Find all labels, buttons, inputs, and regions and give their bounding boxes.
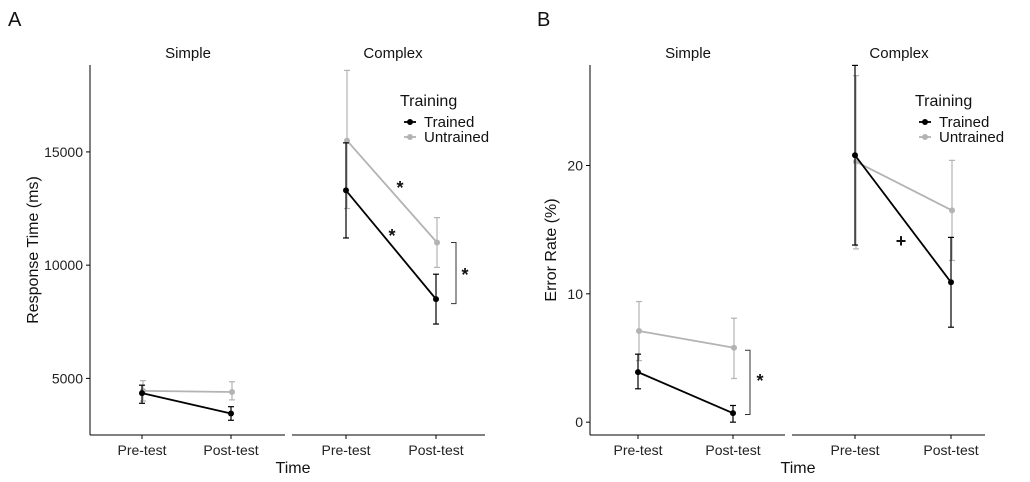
data-point xyxy=(636,328,642,335)
x-tick-label: Pre-test xyxy=(321,442,370,458)
data-point xyxy=(635,369,641,376)
legend-key-point xyxy=(922,119,928,125)
facet-simple: Simple Pre-test Post-test xyxy=(90,45,285,458)
data-point xyxy=(344,137,350,144)
y-axis-title: Error Rate (%) xyxy=(543,198,560,301)
x-tick-label: Pre-test xyxy=(117,442,166,458)
y-tick-label: 15000 xyxy=(44,144,83,160)
series-trained xyxy=(343,142,439,325)
facet-title: Complex xyxy=(869,45,929,62)
series-line xyxy=(142,389,233,393)
legend-key-point xyxy=(407,119,413,125)
facet-complex: Complex Pre-test Post-test + Training Trained… xyxy=(792,45,1004,458)
x-tick-label: Pre-test xyxy=(613,442,662,458)
x-tick-label: Post-test xyxy=(408,442,463,458)
x-axis-title: Time xyxy=(276,460,311,477)
series-untrained xyxy=(344,69,440,269)
y-axis-title: Response Time (ms) xyxy=(25,176,42,324)
series-trained xyxy=(139,384,234,421)
series-trained xyxy=(852,64,954,328)
significance-bracket xyxy=(451,242,457,305)
x-tick-label: Post-test xyxy=(923,442,978,458)
data-point xyxy=(434,239,440,246)
legend-key-point xyxy=(407,134,413,140)
x-axis-title: Time xyxy=(781,460,816,477)
legend-key-point xyxy=(922,134,928,140)
facet-title: Simple xyxy=(165,45,211,62)
series-line xyxy=(637,371,734,415)
data-point xyxy=(139,390,145,397)
data-point xyxy=(730,410,736,417)
significance-marker: * xyxy=(396,178,403,198)
facet-title: Complex xyxy=(363,45,423,62)
legend-title: Training xyxy=(400,93,457,110)
significance-marker: * xyxy=(388,226,395,246)
series-line xyxy=(141,392,232,415)
x-tick-label: Post-test xyxy=(203,442,258,458)
panel-b: B 0 10 20 Error Rate (%) Time Simple Pre-test Po… xyxy=(537,9,1004,477)
y-tick-label: 10000 xyxy=(44,257,83,273)
y-tick-label: 5000 xyxy=(52,370,83,386)
series-line xyxy=(345,189,437,300)
series-trained xyxy=(635,353,736,423)
legend-label: Trained xyxy=(939,114,989,131)
facet-title: Simple xyxy=(665,45,711,62)
data-point xyxy=(343,187,349,194)
x-tick-label: Pre-test xyxy=(830,442,879,458)
series-line xyxy=(346,139,438,244)
legend-label: Untrained xyxy=(424,129,489,146)
series-line xyxy=(854,154,952,283)
data-point xyxy=(852,152,858,159)
y-tick-label: 0 xyxy=(575,414,583,430)
significance-bracket xyxy=(745,349,751,415)
facet-simple: Simple Pre-test Post-test * xyxy=(590,45,785,458)
series-untrained xyxy=(636,300,737,380)
significance-marker: + xyxy=(896,231,907,251)
data-point xyxy=(731,344,737,351)
y-tick-label: 20 xyxy=(567,158,583,174)
series-untrained xyxy=(140,380,235,402)
x-tick-label: Post-test xyxy=(705,442,760,458)
panel-letter: B xyxy=(537,9,550,31)
data-point xyxy=(433,296,439,303)
y-tick-label: 10 xyxy=(567,286,583,302)
data-point xyxy=(949,207,955,214)
series-untrained xyxy=(853,75,955,262)
panel-letter: A xyxy=(8,9,22,31)
significance-marker: * xyxy=(756,371,763,391)
legend-title: Training xyxy=(915,93,972,110)
legend-label: Trained xyxy=(424,114,474,131)
series-line xyxy=(638,330,735,349)
significance-marker: * xyxy=(461,265,468,285)
legend-label: Untrained xyxy=(939,129,1004,146)
data-point xyxy=(228,410,234,417)
series-line xyxy=(855,160,953,212)
data-point xyxy=(948,279,954,286)
data-point xyxy=(229,388,235,395)
